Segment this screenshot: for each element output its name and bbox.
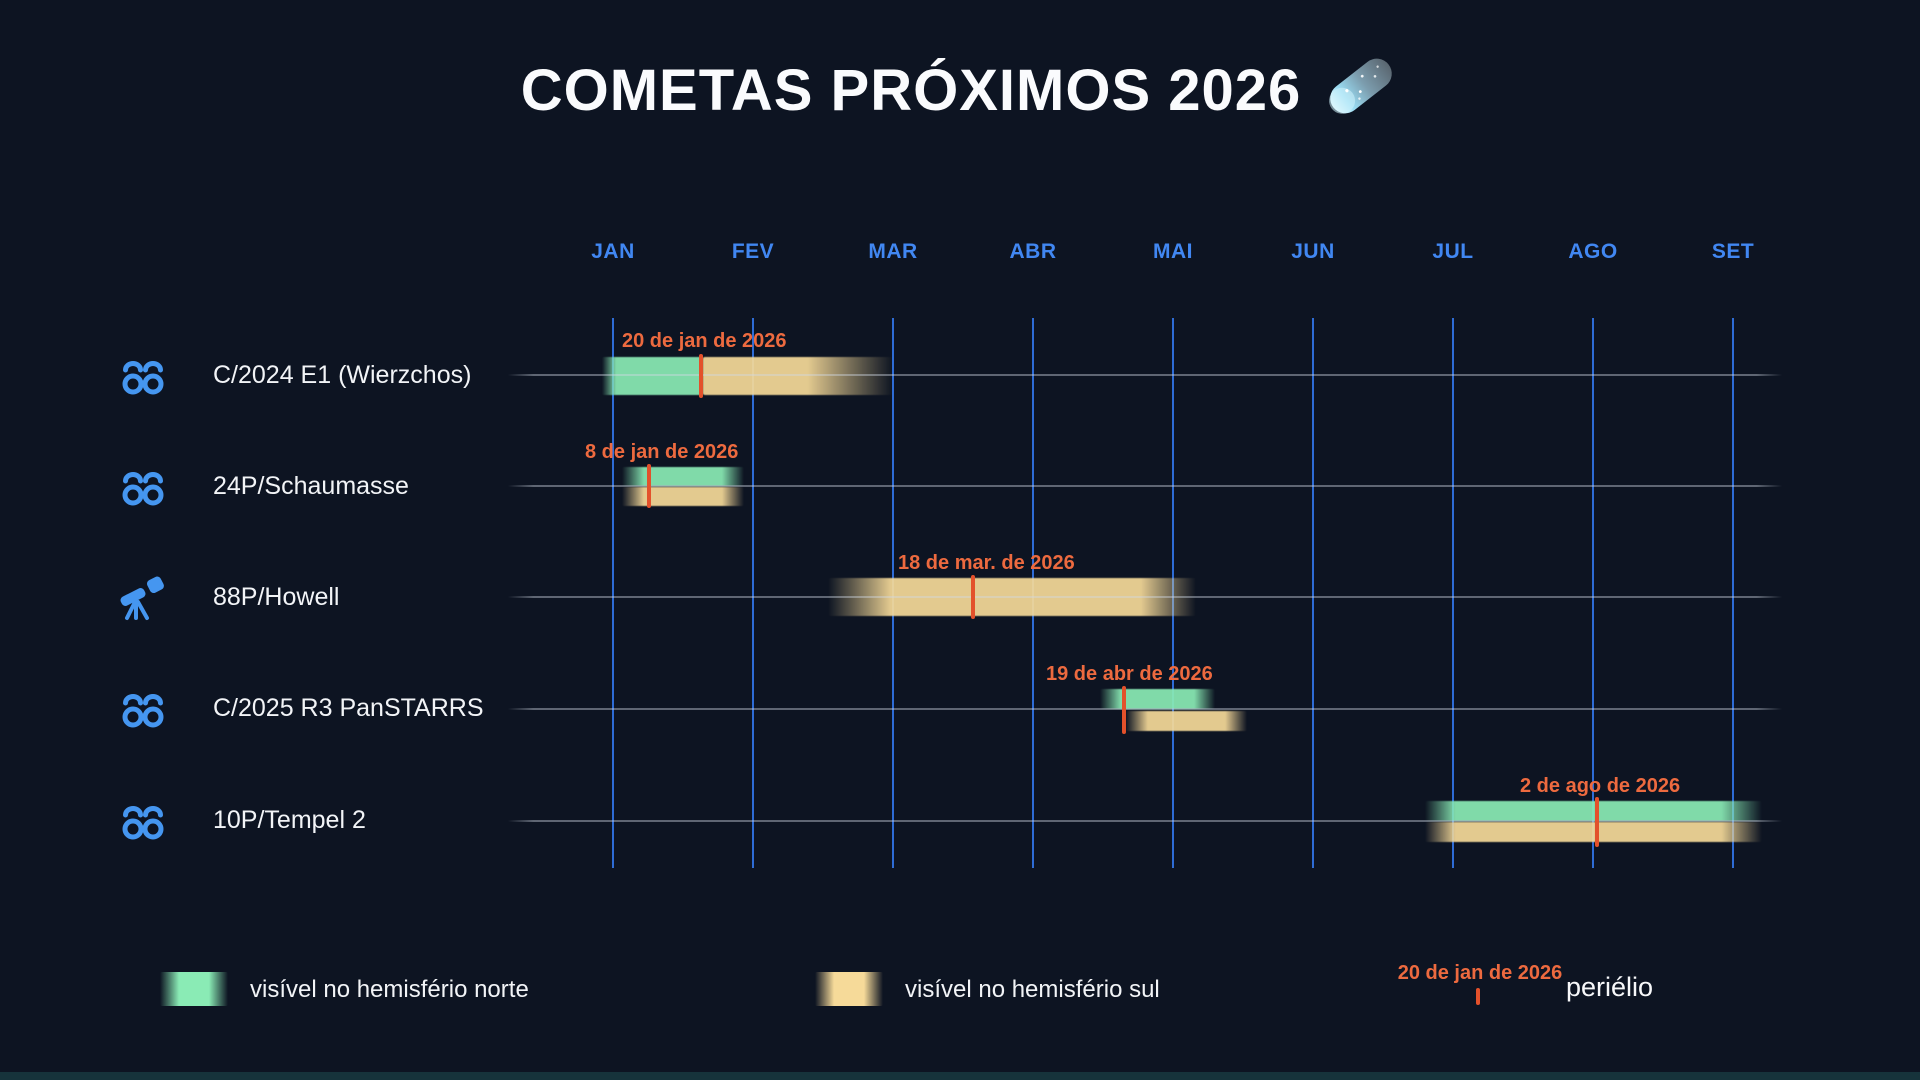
row-line bbox=[508, 596, 1782, 598]
perihelion-tick bbox=[1122, 686, 1126, 734]
visibility-bar-south bbox=[703, 357, 893, 395]
perihelion-date: 2 de ago de 2026 bbox=[1520, 775, 1681, 797]
month-label-jul: JUL bbox=[1432, 240, 1474, 263]
binoculars-icon bbox=[118, 357, 168, 400]
page-title-text: COMETAS PRÓXIMOS 2026 bbox=[520, 58, 1302, 123]
comet-label: 88P/Howell bbox=[213, 583, 340, 611]
gridline-jan bbox=[612, 318, 614, 868]
row-line bbox=[508, 485, 1782, 487]
legend-perihelion-tick bbox=[1476, 988, 1480, 1005]
row-line bbox=[508, 374, 1782, 376]
legend-swatch-north bbox=[160, 972, 228, 1006]
month-label-jun: JUN bbox=[1291, 240, 1335, 263]
gridline-fev bbox=[752, 318, 754, 868]
visibility-bar-south bbox=[828, 578, 1196, 616]
legend-label-north: visível no hemisfério norte bbox=[250, 976, 529, 1003]
visibility-bar-north bbox=[602, 357, 703, 395]
row-line bbox=[508, 820, 1782, 822]
binoculars-icon bbox=[118, 802, 168, 845]
visibility-bar-south bbox=[1425, 822, 1762, 842]
gridline-ago bbox=[1592, 318, 1594, 868]
gridline-jul bbox=[1452, 318, 1454, 868]
month-label-abr: ABR bbox=[1009, 240, 1057, 263]
comet-label: 24P/Schaumasse bbox=[213, 472, 409, 500]
month-label-set: SET bbox=[1711, 240, 1755, 263]
legend-swatch-south bbox=[815, 972, 883, 1006]
perihelion-date: 18 de mar. de 2026 bbox=[898, 552, 1075, 574]
comet-label: C/2025 R3 PanSTARRS bbox=[213, 694, 484, 722]
visibility-bar-north bbox=[622, 467, 744, 486]
legend-perihelion-example-date: 20 de jan de 2026 bbox=[1397, 962, 1563, 984]
perihelion-tick bbox=[699, 354, 703, 398]
visibility-bar-south bbox=[1126, 711, 1247, 731]
bottom-edge-strip bbox=[0, 1072, 1920, 1080]
visibility-bar-south bbox=[622, 487, 744, 506]
perihelion-date: 20 de jan de 2026 bbox=[622, 330, 787, 352]
gridline-jun bbox=[1312, 318, 1314, 868]
perihelion-tick bbox=[971, 575, 975, 619]
binoculars-icon bbox=[118, 468, 168, 511]
month-label-ago: AGO bbox=[1568, 240, 1618, 263]
page-title: COMETAS PRÓXIMOS 2026 bbox=[0, 48, 1920, 124]
visibility-bar-north bbox=[1100, 689, 1215, 709]
month-label-mai: MAI bbox=[1153, 240, 1193, 263]
gridline-set bbox=[1732, 318, 1734, 868]
perihelion-tick bbox=[1595, 797, 1599, 847]
perihelion-date: 19 de abr de 2026 bbox=[1046, 663, 1213, 685]
month-label-jan: JAN bbox=[591, 240, 635, 263]
legend-label-perihelion: periélio bbox=[1566, 972, 1654, 1002]
telescope-icon bbox=[118, 575, 168, 626]
comet-icon bbox=[1329, 58, 1393, 114]
row-line bbox=[508, 708, 1782, 710]
perihelion-date: 8 de jan de 2026 bbox=[585, 441, 739, 463]
comet-label: C/2024 E1 (Wierzchos) bbox=[213, 361, 472, 389]
perihelion-tick bbox=[647, 464, 651, 508]
binoculars-icon bbox=[118, 690, 168, 733]
month-label-fev: FEV bbox=[731, 240, 775, 263]
month-label-mar: MAR bbox=[868, 240, 918, 263]
comet-label: 10P/Tempel 2 bbox=[213, 806, 366, 834]
legend-label-south: visível no hemisfério sul bbox=[905, 976, 1160, 1003]
visibility-bar-north bbox=[1425, 801, 1762, 821]
